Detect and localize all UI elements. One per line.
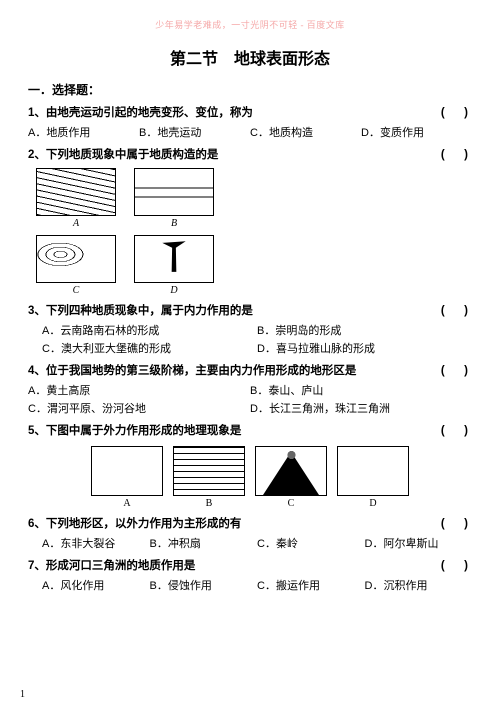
q5-image-d: [337, 446, 409, 496]
q2-cap-a: A: [36, 218, 116, 229]
opt-b: B．地壳运动: [139, 124, 250, 140]
q5-image-a: [91, 446, 163, 496]
question-3: 3、下列四种地质现象中，属于内力作用的是 ( ): [28, 302, 472, 318]
question-4: 4、位于我国地势的第三级阶梯，主要由内力作用形成的地形区是 ( ): [28, 362, 472, 378]
opt-d: D．变质作用: [361, 124, 472, 140]
q5-image-c: [255, 446, 327, 496]
question-6-options: A．东非大裂谷 B．冲积扇 C．秦岭 D．阿尔卑斯山: [28, 535, 472, 551]
opt-a: A．地质作用: [28, 124, 139, 140]
opt-c: C．渭河平原、汾河谷地: [28, 400, 250, 416]
question-3-options-2: C．澳大利亚大堡礁的形成 D．喜马拉雅山脉的形成: [28, 340, 472, 356]
question-5-images: A B C D: [28, 446, 472, 509]
section-heading: 一．选择题：: [28, 81, 472, 98]
answer-paren: ( ): [441, 515, 472, 531]
q5-col-a: A: [91, 446, 163, 509]
opt-c: C．地质构造: [250, 124, 361, 140]
opt-d: D．长江三角洲，珠江三角洲: [250, 400, 472, 416]
watermark-text: 少年易学老难成，一寸光阴不可轻 - 百度文库: [28, 18, 472, 31]
opt-b: B．冲积扇: [150, 535, 258, 551]
page-number: 1: [20, 689, 25, 700]
question-4-text: 4、位于我国地势的第三级阶梯，主要由内力作用形成的地形区是: [28, 362, 356, 378]
opt-c: C．秦岭: [257, 535, 365, 551]
q5-cap-d: D: [337, 498, 409, 509]
opt-b: B．侵蚀作用: [150, 577, 258, 593]
q2-image-c: [36, 235, 116, 283]
q2-image-d: [134, 235, 214, 283]
opt-b: B．崇明岛的形成: [257, 322, 472, 338]
q5-col-c: C: [255, 446, 327, 509]
opt-c: C．澳大利亚大堡礁的形成: [42, 340, 257, 356]
question-6-text: 6、下列地形区，以外力作用为主形成的有: [28, 515, 241, 531]
question-2-text: 2、下列地质现象中属于地质构造的是: [28, 146, 218, 162]
question-3-options-1: A．云南路南石林的形成 B．崇明岛的形成: [28, 322, 472, 338]
answer-paren: ( ): [441, 302, 472, 318]
question-6: 6、下列地形区，以外力作用为主形成的有 ( ): [28, 515, 472, 531]
opt-a: A．黄土高原: [28, 382, 250, 398]
question-5-text: 5、下图中属于外力作用形成的地理现象是: [28, 422, 241, 438]
q2-image-a: [36, 168, 116, 216]
opt-c: C．搬运作用: [257, 577, 365, 593]
answer-paren: ( ): [441, 146, 472, 162]
question-3-text: 3、下列四种地质现象中，属于内力作用的是: [28, 302, 253, 318]
q2-cap-b: B: [134, 218, 214, 229]
q5-image-b: [173, 446, 245, 496]
q5-cap-b: B: [173, 498, 245, 509]
q2-cap-d: D: [134, 285, 214, 296]
answer-paren: ( ): [441, 557, 472, 573]
question-1-options: A．地质作用 B．地壳运动 C．地质构造 D．变质作用: [28, 124, 472, 140]
answer-paren: ( ): [441, 422, 472, 438]
question-1: 1、由地壳运动引起的地壳变形、变位，称为 ( ): [28, 104, 472, 120]
opt-a: A．风化作用: [42, 577, 150, 593]
opt-a: A．云南路南石林的形成: [42, 322, 257, 338]
question-7-text: 7、形成河口三角洲的地质作用是: [28, 557, 195, 573]
answer-paren: ( ): [441, 362, 472, 378]
question-4-options-1: A．黄土高原 B．泰山、庐山: [28, 382, 472, 398]
question-5: 5、下图中属于外力作用形成的地理现象是 ( ): [28, 422, 472, 438]
question-4-options-2: C．渭河平原、汾河谷地 D．长江三角洲，珠江三角洲: [28, 400, 472, 416]
page-title: 第二节 地球表面形态: [28, 45, 472, 69]
question-1-text: 1、由地壳运动引起的地壳变形、变位，称为: [28, 104, 253, 120]
q2-image-b: [134, 168, 214, 216]
opt-b: B．泰山、庐山: [250, 382, 472, 398]
opt-a: A．东非大裂谷: [42, 535, 150, 551]
q5-col-d: D: [337, 446, 409, 509]
q2-cap-c: C: [36, 285, 116, 296]
opt-d: D．喜马拉雅山脉的形成: [257, 340, 472, 356]
q5-cap-c: C: [255, 498, 327, 509]
question-7: 7、形成河口三角洲的地质作用是 ( ): [28, 557, 472, 573]
question-2-images: A B C D: [36, 168, 472, 296]
question-2: 2、下列地质现象中属于地质构造的是 ( ): [28, 146, 472, 162]
question-7-options: A．风化作用 B．侵蚀作用 C．搬运作用 D．沉积作用: [28, 577, 472, 593]
answer-paren: ( ): [441, 104, 472, 120]
opt-d: D．沉积作用: [365, 577, 473, 593]
q5-cap-a: A: [91, 498, 163, 509]
q5-col-b: B: [173, 446, 245, 509]
opt-d: D．阿尔卑斯山: [365, 535, 473, 551]
